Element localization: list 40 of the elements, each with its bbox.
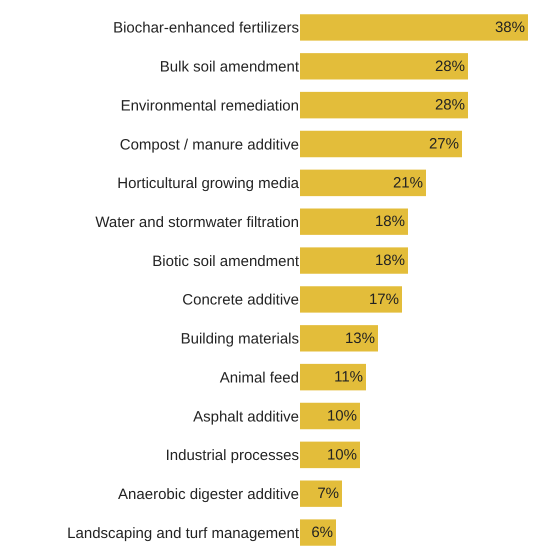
y-tick-label: Landscaping and turf management xyxy=(67,524,300,542)
y-tick-label: Water and stormwater filtration xyxy=(95,214,299,231)
y-tick-label: Biotic soil amendment xyxy=(152,252,300,270)
data-label: 7% xyxy=(317,485,339,502)
data-label: 10% xyxy=(326,446,357,464)
data-label: 28% xyxy=(434,58,465,75)
data-label: 21% xyxy=(392,174,423,192)
data-label: 11% xyxy=(334,368,363,386)
data-label: 28% xyxy=(434,96,465,114)
bar xyxy=(300,364,366,390)
data-label: 6% xyxy=(311,524,333,542)
bar xyxy=(300,14,528,41)
y-tick-label: Concrete additive xyxy=(182,292,299,309)
y-tick-label: Biochar-enhanced fertilizers xyxy=(113,20,299,37)
bar xyxy=(300,92,468,118)
y-tick-label: Environmental remediation xyxy=(120,97,299,114)
bar xyxy=(300,53,468,80)
bar xyxy=(300,130,462,158)
data-label: 10% xyxy=(326,408,357,424)
bar xyxy=(300,325,378,352)
data-label: 38% xyxy=(494,18,525,36)
y-tick-label: Horticultural growing media xyxy=(117,175,300,192)
y-tick-label: Compost / manure additive xyxy=(120,136,299,154)
y-tick-label: Asphalt additive xyxy=(193,408,299,426)
bar xyxy=(300,480,342,507)
bar xyxy=(300,208,408,235)
data-label: 17% xyxy=(368,290,399,308)
y-tick-label: Industrial processes xyxy=(166,447,299,464)
data-label: 18% xyxy=(374,213,405,230)
bar xyxy=(300,442,360,468)
bar xyxy=(300,286,402,313)
data-label: 13% xyxy=(344,330,375,347)
data-label: 18% xyxy=(374,252,405,270)
data-label: 27% xyxy=(428,136,459,152)
y-tick-label: Bulk soil amendment xyxy=(160,58,300,76)
bar xyxy=(300,170,426,196)
y-tick-label: Building materials xyxy=(180,330,299,348)
bar xyxy=(300,247,408,274)
y-tick-label: Animal feed xyxy=(220,369,299,386)
y-tick-label: Anaerobic digester additive xyxy=(118,486,299,503)
